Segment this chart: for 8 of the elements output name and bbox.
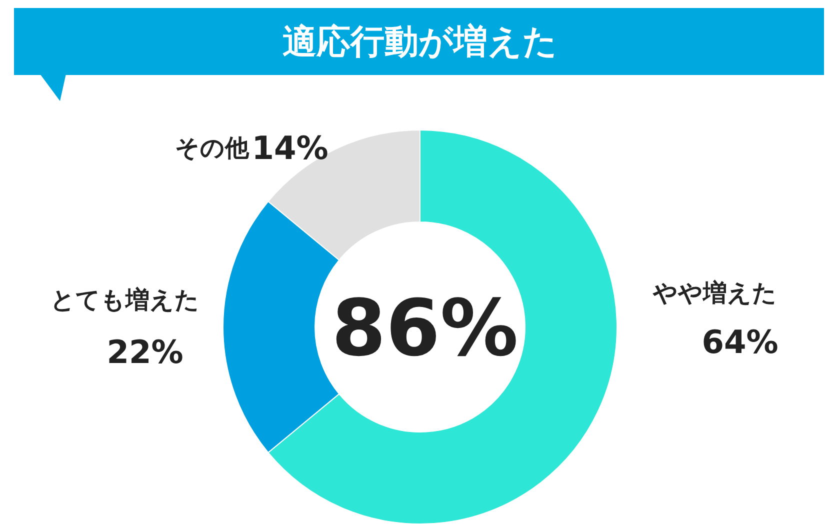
slice-label: とても増えた	[50, 286, 200, 314]
slice-label: やや増えた	[652, 279, 777, 307]
chart-title: 適応行動が増えた	[282, 22, 558, 62]
data-label: 22%	[106, 333, 184, 371]
data-label: 64%	[702, 323, 778, 361]
slice-label: その他	[175, 134, 250, 162]
data-label: 14%	[252, 129, 328, 167]
text: 86%	[332, 284, 518, 374]
